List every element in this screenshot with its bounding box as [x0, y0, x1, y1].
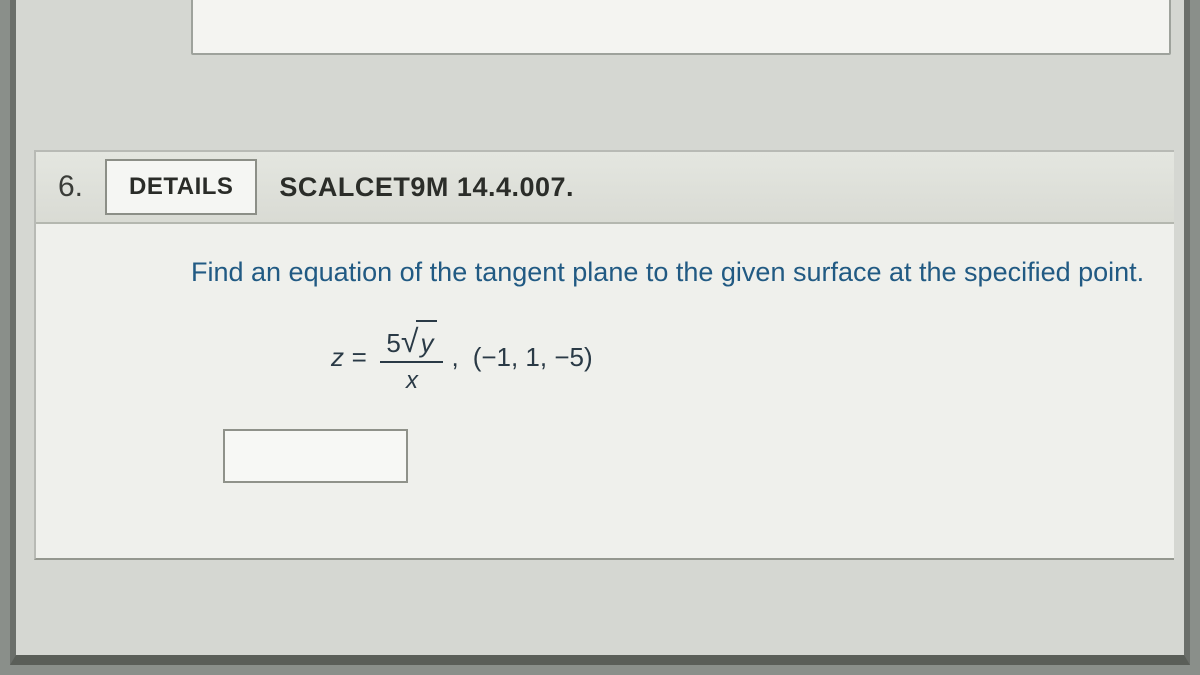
answer-input[interactable]: [223, 429, 408, 483]
equation-separator: ,: [451, 342, 458, 373]
question-body: Find an equation of the tangent plane to…: [36, 224, 1174, 503]
square-root: √ y: [401, 320, 438, 359]
numerator-coefficient: 5: [386, 328, 400, 359]
question-card: 6. DETAILS SCALCET9M 14.4.007. Find an e…: [34, 150, 1174, 560]
equation-fraction: 5 √ y x: [380, 320, 443, 395]
problem-reference: SCALCET9M 14.4.007.: [279, 172, 574, 203]
page-viewport: 6. DETAILS SCALCET9M 14.4.007. Find an e…: [10, 0, 1190, 665]
question-number: 6.: [58, 170, 83, 204]
fraction-numerator: 5 √ y: [380, 320, 443, 363]
details-button[interactable]: DETAILS: [105, 159, 257, 215]
equation-lhs: z =: [331, 342, 366, 373]
radicand: y: [416, 320, 437, 359]
equation-display: z = 5 √ y x , (−1, 1, −5): [191, 320, 1152, 395]
question-header: 6. DETAILS SCALCET9M 14.4.007.: [36, 152, 1174, 224]
previous-answer-box: [191, 0, 1171, 55]
equation-point: (−1, 1, −5): [473, 342, 593, 373]
instruction-text: Find an equation of the tangent plane to…: [191, 254, 1152, 292]
fraction-denominator: x: [406, 363, 418, 395]
